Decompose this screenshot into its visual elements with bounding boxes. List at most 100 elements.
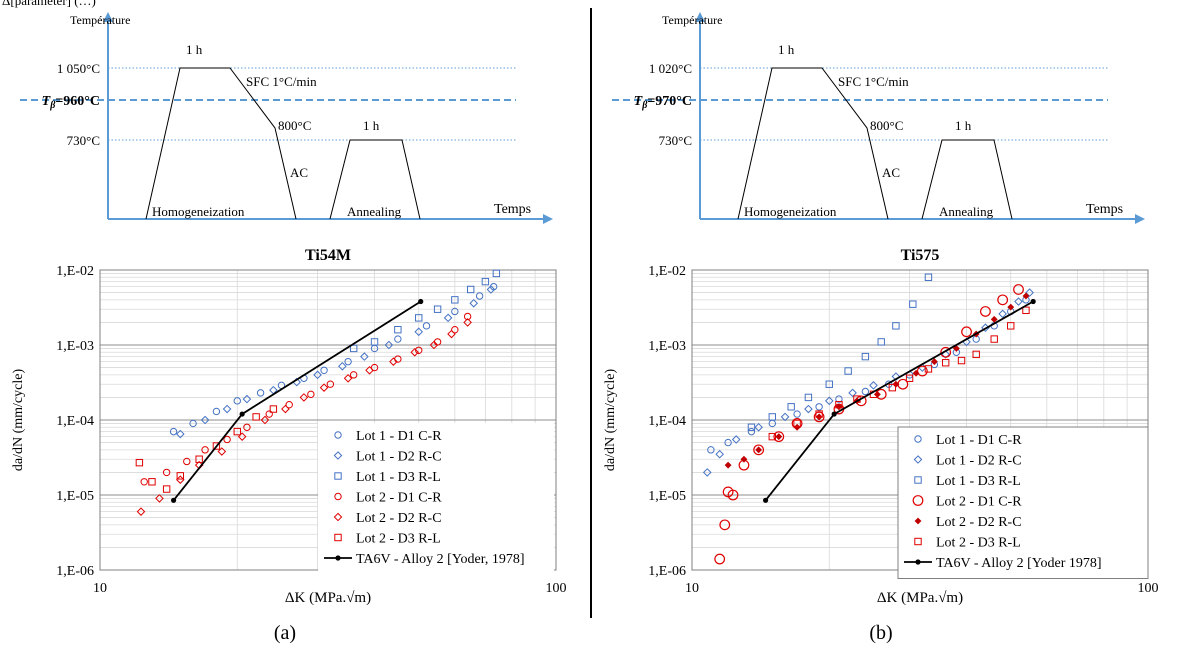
data-point [1025, 288, 1034, 297]
data-point [176, 472, 184, 480]
data-point [307, 390, 315, 399]
data-point [724, 461, 732, 469]
data-point [804, 393, 813, 402]
anneal-temp-label: 730°C [659, 133, 692, 148]
legend-entry: Lot 2 - D1 C-R [356, 491, 442, 506]
legend-marker [915, 559, 921, 565]
data-point [861, 352, 870, 361]
reference-point [239, 411, 245, 417]
data-point [768, 432, 776, 441]
legend-box [318, 423, 554, 575]
data-point [394, 325, 402, 334]
data-point [844, 367, 852, 375]
hold-high-label: 1 h [778, 42, 795, 57]
annealing-label: Annealing [939, 204, 994, 219]
y-tick-label: 1,E-02 [648, 264, 686, 279]
data-point [349, 371, 358, 379]
data-point [200, 415, 210, 425]
x-axis-label: ΔK (MPa.√m) [877, 590, 963, 606]
data-point [175, 429, 185, 439]
data-point [466, 285, 475, 294]
cropped-header-text: Δ[parameter] (…) [0, 0, 1179, 10]
data-point [824, 396, 834, 406]
data-point [747, 427, 756, 436]
data-point [924, 273, 933, 281]
data-point [877, 338, 885, 346]
legend-marker [334, 492, 342, 501]
data-point [793, 419, 801, 428]
legend-box [897, 426, 1149, 579]
data-point [924, 365, 933, 373]
data-point [415, 314, 423, 322]
panel-a: Température Temps 1 050°C Tβ=960°C 730°C 1 h S… [0, 0, 589, 650]
data-point [281, 404, 290, 414]
data-point [961, 326, 972, 338]
data-point [997, 294, 1009, 306]
data-point [422, 322, 431, 330]
data-point [384, 340, 394, 350]
reference-point [170, 497, 177, 503]
data-point [815, 403, 823, 411]
data-point [370, 363, 379, 372]
data-point [365, 365, 374, 375]
data-point [443, 313, 453, 323]
crack-growth-chart: Ti575 ΔK (MPa.√m) da/dN (mm/cycle) 1,E-06 1,… [603, 247, 1159, 606]
data-point [175, 475, 185, 484]
legend-entry: Lot 2 - D1 C-R [936, 495, 1022, 510]
data-point [768, 413, 776, 421]
data-point [912, 369, 920, 377]
data-point [233, 427, 241, 436]
data-point [265, 410, 273, 418]
data-point [389, 357, 398, 366]
data-point [972, 350, 980, 359]
y-axis-label: Température [662, 13, 722, 27]
data-point [930, 358, 938, 366]
legend-marker [913, 455, 923, 464]
beta-t-beta-prefix: T [634, 94, 644, 109]
data-point [835, 395, 843, 403]
data-point [343, 373, 353, 383]
reference-point [1030, 298, 1036, 305]
data-point [242, 394, 252, 404]
y-tick-label: 1,E-06 [648, 564, 686, 579]
legend: Lot 1 - D1 C-R Lot 1 - D2 R-C Lot 1 - D3 R… [897, 426, 1149, 579]
data-point [848, 388, 857, 398]
beta-transus-label: Tβ=960°C [42, 94, 100, 111]
legend-entry: TA6V - Alloy 2 [Yoder, 1978] [356, 552, 525, 567]
data-point [394, 335, 402, 343]
legend-entry: Lot 2 - D2 R-C [356, 511, 442, 526]
data-point [492, 269, 501, 278]
data-point [243, 423, 251, 431]
x-tick-label: 10 [93, 581, 107, 596]
data-point [990, 335, 998, 343]
temp-800-label: 800°C [870, 118, 903, 133]
hold-high-label: 1 h [186, 42, 203, 57]
data-point [825, 380, 833, 388]
legend-marker [914, 517, 922, 525]
data-point [793, 410, 801, 418]
data-point [719, 519, 731, 531]
hold-anneal-label: 1 h [955, 118, 972, 133]
data-point [957, 356, 966, 365]
data-point [707, 446, 715, 454]
data-point [451, 296, 459, 304]
cooling-label: SFC 1°C/min [838, 74, 909, 89]
data-point [715, 449, 724, 459]
heat-treatment-diagram: Température Temps 1 050°C Tβ=960°C 730°C 1 h S… [20, 12, 553, 224]
data-point [463, 312, 472, 321]
data-point [217, 447, 227, 456]
legend-entry: Lot 1 - D3 R-L [936, 474, 1021, 489]
legend-marker [333, 512, 343, 522]
data-point [787, 403, 795, 411]
temp-800-label: 800°C [278, 118, 311, 133]
data-point [237, 432, 247, 441]
high-temp-label: 1 050°C [57, 61, 100, 76]
y-axis-arrow [695, 12, 705, 22]
y-tick-label: 1,E-05 [648, 489, 686, 504]
data-point [873, 390, 881, 398]
panel-label: (b) [869, 622, 893, 644]
reference-point [418, 298, 424, 305]
data-point [909, 300, 917, 308]
annealing-profile [921, 139, 1013, 220]
data-point [714, 553, 726, 565]
